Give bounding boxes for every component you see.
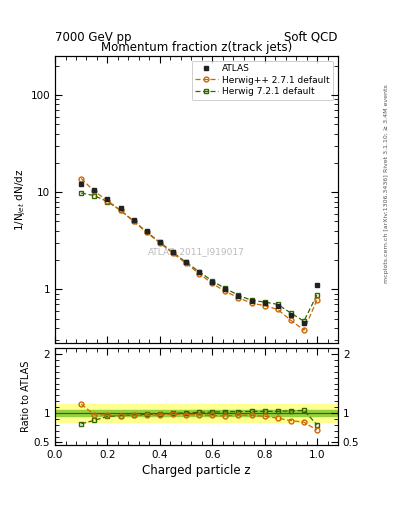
Herwig 7.2.1 default: [210, 278, 215, 284]
Y-axis label: Ratio to ATLAS: Ratio to ATLAS: [21, 361, 31, 433]
Line: Herwig 7.2.1 default: Herwig 7.2.1 default: [79, 190, 320, 324]
ATLAS: [131, 217, 136, 223]
Herwig 7.2.1 default: [315, 292, 320, 298]
Herwig 7.2.1 default: [301, 318, 306, 324]
Herwig 7.2.1 default: [236, 292, 241, 298]
Herwig++ 2.7.1 default: [171, 250, 175, 257]
Herwig 7.2.1 default: [171, 249, 175, 255]
Herwig++ 2.7.1 default: [210, 281, 215, 287]
Herwig++ 2.7.1 default: [158, 240, 162, 246]
Herwig++ 2.7.1 default: [184, 260, 188, 266]
Herwig++ 2.7.1 default: [223, 288, 228, 294]
Legend: ATLAS, Herwig++ 2.7.1 default, Herwig 7.2.1 default: ATLAS, Herwig++ 2.7.1 default, Herwig 7.…: [191, 61, 334, 99]
Herwig 7.2.1 default: [197, 269, 202, 275]
Herwig++ 2.7.1 default: [118, 207, 123, 214]
ATLAS: [301, 320, 306, 326]
Herwig 7.2.1 default: [144, 229, 149, 235]
Herwig++ 2.7.1 default: [262, 303, 267, 309]
ATLAS: [184, 259, 188, 265]
Herwig 7.2.1 default: [105, 199, 110, 205]
Text: ATLAS_2011_I919017: ATLAS_2011_I919017: [148, 247, 245, 256]
Herwig 7.2.1 default: [92, 193, 97, 199]
Bar: [55, 404, 338, 422]
Herwig++ 2.7.1 default: [275, 306, 280, 312]
ATLAS: [158, 239, 162, 245]
Herwig 7.2.1 default: [249, 297, 254, 304]
ATLAS: [118, 205, 123, 211]
Text: 7000 GeV pp: 7000 GeV pp: [55, 31, 132, 44]
Herwig++ 2.7.1 default: [144, 229, 149, 236]
Herwig 7.2.1 default: [131, 218, 136, 224]
ATLAS: [315, 282, 320, 288]
Herwig 7.2.1 default: [275, 301, 280, 307]
ATLAS: [171, 249, 175, 255]
Herwig 7.2.1 default: [158, 239, 162, 245]
Herwig++ 2.7.1 default: [197, 270, 202, 276]
Herwig++ 2.7.1 default: [79, 176, 84, 182]
Text: Rivet 3.1.10; ≥ 3.4M events: Rivet 3.1.10; ≥ 3.4M events: [384, 84, 389, 172]
Herwig 7.2.1 default: [118, 207, 123, 214]
Herwig 7.2.1 default: [288, 310, 293, 316]
Bar: [55, 410, 338, 416]
Herwig++ 2.7.1 default: [315, 297, 320, 303]
Title: Momentum fraction z(track jets): Momentum fraction z(track jets): [101, 41, 292, 54]
X-axis label: Charged particle z: Charged particle z: [142, 464, 251, 478]
Herwig 7.2.1 default: [262, 299, 267, 305]
Herwig++ 2.7.1 default: [236, 294, 241, 301]
ATLAS: [92, 187, 97, 193]
ATLAS: [262, 300, 267, 306]
Text: Soft QCD: Soft QCD: [285, 31, 338, 44]
Herwig++ 2.7.1 default: [105, 198, 110, 204]
ATLAS: [197, 269, 202, 275]
Herwig 7.2.1 default: [184, 259, 188, 265]
Line: Herwig++ 2.7.1 default: Herwig++ 2.7.1 default: [79, 176, 320, 333]
ATLAS: [79, 181, 84, 187]
ATLAS: [144, 228, 149, 234]
Y-axis label: 1/N$_{jet}$ dN/dz: 1/N$_{jet}$ dN/dz: [13, 168, 28, 231]
Line: ATLAS: ATLAS: [79, 182, 320, 326]
ATLAS: [105, 196, 110, 202]
Herwig 7.2.1 default: [79, 190, 84, 196]
ATLAS: [249, 298, 254, 305]
Herwig++ 2.7.1 default: [131, 218, 136, 224]
Text: mcplots.cern.ch [arXiv:1306.3436]: mcplots.cern.ch [arXiv:1306.3436]: [384, 174, 389, 283]
Herwig++ 2.7.1 default: [249, 300, 254, 306]
Herwig++ 2.7.1 default: [301, 327, 306, 333]
ATLAS: [275, 303, 280, 309]
Herwig++ 2.7.1 default: [92, 188, 97, 195]
ATLAS: [210, 279, 215, 285]
ATLAS: [236, 293, 241, 299]
ATLAS: [288, 311, 293, 317]
Herwig 7.2.1 default: [223, 285, 228, 291]
ATLAS: [223, 286, 228, 292]
Herwig++ 2.7.1 default: [288, 317, 293, 324]
